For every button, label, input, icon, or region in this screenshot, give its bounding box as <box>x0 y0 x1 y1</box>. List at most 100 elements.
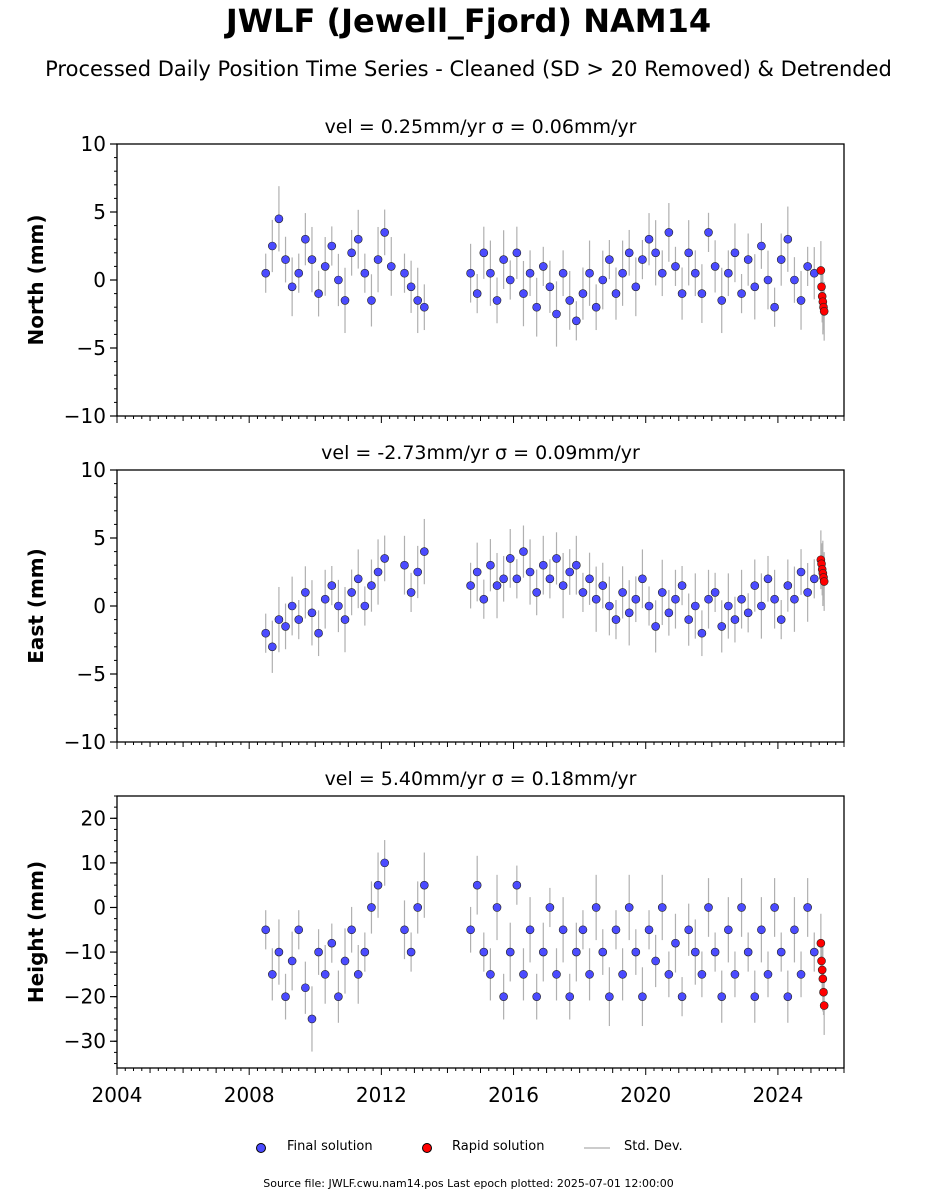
panel-3-final-point <box>605 992 614 1001</box>
panel-3-final-point <box>347 925 356 935</box>
panel-2-final-point <box>274 615 284 624</box>
panel-2-final-point <box>380 554 389 563</box>
panel-2-final-point <box>783 581 793 590</box>
panel-1-final-point <box>605 255 614 264</box>
panel-1-ytick-label: 0 <box>93 268 106 292</box>
panel-2-final-point <box>710 588 720 597</box>
panel-2-ytick-label: 10 <box>81 458 106 482</box>
panel-1-final-point <box>525 268 535 278</box>
panel-3-final-point <box>505 947 515 957</box>
panel-3-final-point <box>373 880 383 890</box>
panel-3-final-point <box>624 903 634 912</box>
panel-1-final-point <box>347 248 356 258</box>
panel-3-final-point <box>572 947 581 957</box>
panel-2-final-point <box>657 588 667 597</box>
panel-1-final-point <box>340 296 350 305</box>
panel-3-ytick-label: 20 <box>81 806 106 830</box>
panel-1-ytick-label: −10 <box>64 404 106 428</box>
panel-2-final-point <box>525 567 535 577</box>
panel-1-final-point <box>327 241 337 251</box>
panel-3-final-point <box>743 947 753 957</box>
panel-2-final-point <box>743 608 753 618</box>
panel-1-final-point <box>638 255 647 264</box>
panel-2-final-point <box>618 588 627 597</box>
panel-3-final-point <box>611 925 621 935</box>
panel-2-final-point <box>638 574 647 584</box>
panel-2-ylabel: East (mm) <box>24 548 48 664</box>
panel-3-xtick-label: 2012 <box>356 1083 407 1107</box>
panel-2-final-point <box>664 608 674 618</box>
panel-2-final-point <box>512 574 522 584</box>
panel-2-final-point <box>572 560 581 570</box>
panel-2-final-point <box>373 567 383 577</box>
panel-2-final-point <box>532 588 541 597</box>
panel-3-final-point <box>334 992 343 1001</box>
panel-1-final-point <box>565 296 575 305</box>
panel-2-final-point <box>803 588 812 597</box>
panel-1-final-point <box>261 268 271 278</box>
panel-2-final-point <box>413 567 423 577</box>
panel-3-final-point <box>671 938 680 948</box>
panel-1-final-point <box>591 302 601 312</box>
panel-2-ytick-label: −10 <box>64 730 106 754</box>
panel-1-final-point <box>651 248 660 258</box>
panel-2-final-point <box>499 574 508 584</box>
panel-1-final-point <box>598 275 608 285</box>
panel-2-final-point <box>776 615 786 624</box>
panel-3-final-point <box>644 925 654 935</box>
panel-2-final-point <box>591 594 601 604</box>
panel-1-final-point <box>505 275 515 285</box>
panel-1-final-point <box>287 282 297 292</box>
panel-3-final-point <box>690 947 700 957</box>
panel-1-final-point <box>367 296 376 305</box>
panel-2-ytick-label: 5 <box>93 526 106 550</box>
panel-3-final-point <box>486 970 495 979</box>
panel-2-title: vel = -2.73mm/yr σ = 0.09mm/yr <box>321 442 640 464</box>
panel-3-final-point <box>657 903 667 912</box>
panel-2-final-point <box>347 588 356 597</box>
panel-1-final-point <box>486 268 495 278</box>
panel-3-rapid-point <box>818 974 828 984</box>
panel-1-final-point <box>671 262 680 271</box>
panel-1-final-point <box>578 289 588 298</box>
panel-3-final-point <box>287 956 297 966</box>
panel-2-rapid-point <box>819 577 829 586</box>
panel-1-final-point <box>360 268 370 278</box>
panel-2-final-point <box>644 601 654 611</box>
panel-1-final-point <box>492 296 502 305</box>
panel-3-final-point <box>578 925 588 935</box>
panel-3-final-point <box>274 947 284 957</box>
panel-1-final-point <box>413 296 423 305</box>
panel-2-final-point <box>479 594 489 604</box>
legend-label-stddev: Std. Dev. <box>624 1139 683 1154</box>
panel-2-final-point <box>809 574 819 584</box>
panel-1-ytick-label: 10 <box>81 132 106 156</box>
panel-2-final-point <box>750 581 760 590</box>
panel-1-final-point <box>472 289 482 298</box>
panel-3-final-point <box>545 903 555 912</box>
panel-2-final-point <box>466 581 475 590</box>
legend: Final solution Rapid solution Std. Dev. <box>0 1137 937 1159</box>
panel-2-final-point <box>611 615 621 624</box>
panel-2-final-point <box>585 574 594 584</box>
panel-1-final-point <box>353 234 363 244</box>
panel-3-final-point <box>367 903 376 912</box>
panel-3-xtick-label: 2024 <box>752 1083 803 1107</box>
panel-1-final-point <box>664 228 674 237</box>
panel-1-final-point <box>585 268 594 278</box>
panel-2-final-point <box>492 581 502 590</box>
panel-1-final-point <box>611 289 621 298</box>
panel-1-final-point <box>519 289 528 298</box>
panel-1-final-point <box>730 248 740 258</box>
panel-3-final-point <box>750 992 760 1001</box>
panel-2-final-point <box>545 574 555 584</box>
panel-1-final-point <box>373 255 383 264</box>
panel-1-final-point <box>552 309 561 319</box>
panel-1-final-point <box>466 268 475 278</box>
panel-2-final-point <box>261 628 271 638</box>
panel-2-final-point <box>730 615 740 624</box>
panel-1-final-point <box>281 255 290 264</box>
panel-1-final-point <box>776 255 786 264</box>
panel-1-rapid-point <box>819 306 829 316</box>
panel-3-final-point <box>618 970 627 979</box>
